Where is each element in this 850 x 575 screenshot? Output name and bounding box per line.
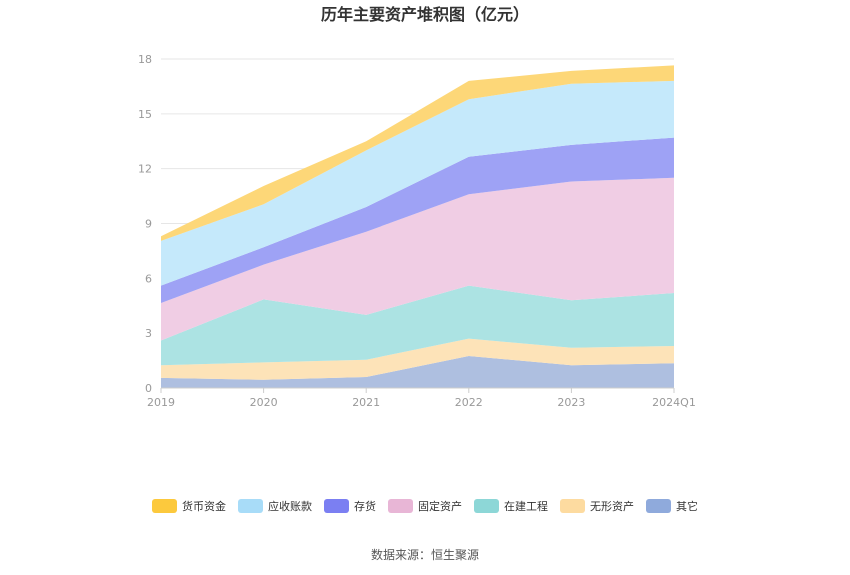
legend-item[interactable]: 无形资产 bbox=[560, 499, 634, 513]
legend-item[interactable]: 其它 bbox=[646, 499, 698, 513]
y-tick-label: 9 bbox=[145, 218, 152, 231]
y-tick-label: 12 bbox=[138, 163, 152, 176]
x-tick-label: 2020 bbox=[250, 396, 278, 409]
y-tick-label: 0 bbox=[145, 382, 152, 395]
x-tick-label: 2022 bbox=[455, 396, 483, 409]
area-series-5[interactable] bbox=[161, 80, 674, 286]
legend-swatch bbox=[388, 499, 413, 513]
legend-label: 存货 bbox=[354, 499, 376, 513]
x-tick-label: 2023 bbox=[557, 396, 585, 409]
legend-item[interactable]: 存货 bbox=[324, 499, 376, 513]
legend-item[interactable]: 应收账款 bbox=[238, 499, 312, 513]
x-tick-label: 2021 bbox=[352, 396, 380, 409]
legend-swatch bbox=[474, 499, 499, 513]
axis-layer: 0 3 6 9 12 15 18 2019 2020 2021 2022 2023 2024Q1 bbox=[138, 53, 696, 409]
x-tick-label: 2024Q1 bbox=[652, 396, 696, 409]
legend: 货币资金 应收账款 存货 固定资产 在建工程 无形资产 其它 bbox=[152, 499, 698, 513]
x-tick-label: 2019 bbox=[147, 396, 175, 409]
area-layer bbox=[161, 65, 674, 388]
legend-swatch bbox=[152, 499, 177, 513]
y-tick-label: 18 bbox=[138, 53, 152, 66]
legend-swatch bbox=[646, 499, 671, 513]
chart-title: 历年主要资产堆积图（亿元） bbox=[321, 5, 529, 24]
legend-item[interactable]: 固定资产 bbox=[388, 499, 462, 513]
legend-label: 货币资金 bbox=[182, 499, 226, 513]
legend-swatch bbox=[238, 499, 263, 513]
source-text: 数据来源：恒生聚源 bbox=[371, 547, 479, 562]
y-tick-label: 3 bbox=[145, 327, 152, 340]
y-tick-label: 15 bbox=[138, 108, 152, 121]
legend-item[interactable]: 货币资金 bbox=[152, 499, 226, 513]
legend-label: 固定资产 bbox=[418, 499, 462, 513]
legend-item[interactable]: 在建工程 bbox=[474, 499, 548, 513]
legend-label: 在建工程 bbox=[504, 499, 548, 513]
area-series-1[interactable] bbox=[161, 338, 674, 380]
area-series-2[interactable] bbox=[161, 285, 674, 366]
area-series-4[interactable] bbox=[161, 137, 674, 303]
legend-label: 其它 bbox=[676, 499, 698, 513]
area-series-0[interactable] bbox=[161, 356, 674, 388]
legend-swatch bbox=[324, 499, 349, 513]
legend-label: 无形资产 bbox=[590, 499, 634, 513]
area-series-3[interactable] bbox=[161, 177, 674, 341]
legend-label: 应收账款 bbox=[268, 499, 312, 513]
y-tick-label: 6 bbox=[145, 272, 152, 285]
legend-swatch bbox=[560, 499, 585, 513]
